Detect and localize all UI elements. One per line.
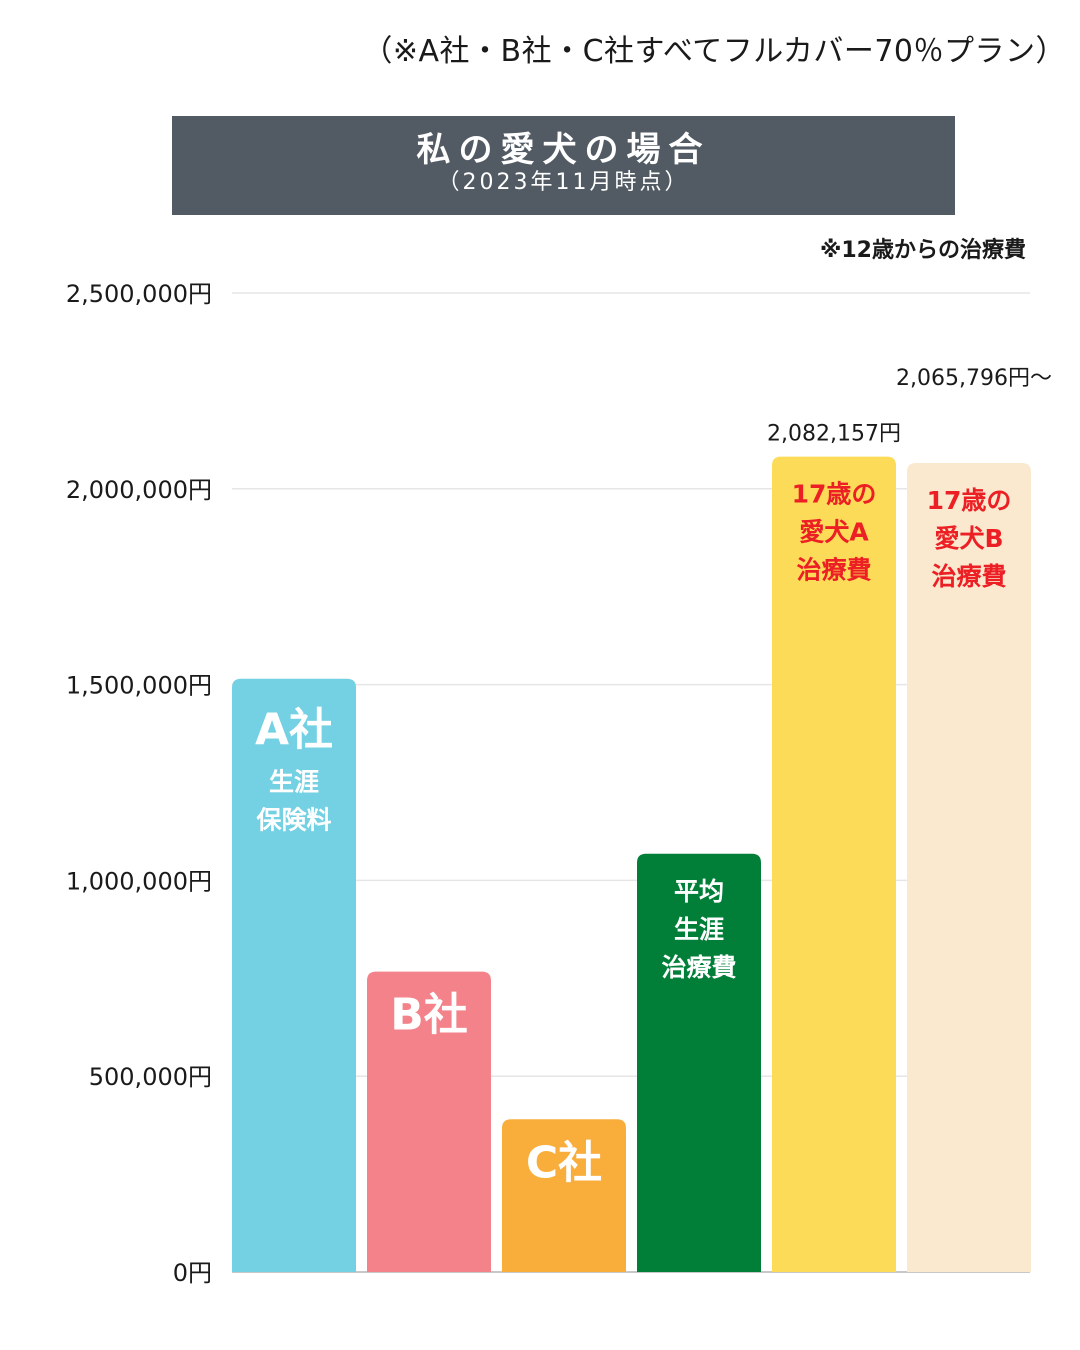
bar-dogA-line: 治療費 <box>796 556 871 585</box>
bar-b-title: B社 <box>390 990 468 1041</box>
y-tick-label: 1,000,000円 <box>66 867 212 895</box>
y-tick-label: 2,000,000円 <box>66 476 212 504</box>
bar-dogB-line: 愛犬B <box>934 524 1003 553</box>
labels-layer: A社生涯保険料B社C社平均生涯治療費17歳の愛犬A治療費2,082,157円17… <box>255 366 1052 1188</box>
bar-dogB-line: 17歳の <box>927 486 1012 515</box>
chart-subtitle: （2023年11月時点） <box>437 170 690 195</box>
title-banner: 私の愛犬の場合 （2023年11月時点） <box>172 116 955 215</box>
y-tick-label: 1,500,000円 <box>66 672 212 700</box>
bar-avg-line: 生涯 <box>674 915 724 944</box>
bar-dogA-value-label: 2,082,157円 <box>767 422 901 447</box>
chart-title: 私の愛犬の場合 <box>416 130 711 170</box>
y-tick-label: 500,000円 <box>89 1063 212 1091</box>
bar-b <box>367 971 491 1272</box>
bar-avg <box>637 853 761 1272</box>
bar-dogB-line: 治療費 <box>931 562 1006 591</box>
bar-avg-line: 治療費 <box>661 953 736 982</box>
grid-layer <box>232 292 1030 1273</box>
bar-dogA-line: 17歳の <box>792 480 877 509</box>
bar-a <box>232 678 356 1272</box>
y-tick-label: 0円 <box>173 1259 212 1287</box>
bar-a-line: 保険料 <box>255 806 331 835</box>
bars-layer <box>232 456 1031 1272</box>
bar-avg-line: 平均 <box>674 877 724 906</box>
bar-c <box>502 1119 626 1272</box>
plan-note: （※A社・B社・C社すべてフルカバー70％プラン） <box>362 34 1066 69</box>
bar-a-title: A社 <box>255 705 333 756</box>
bar-dogB-value-label: 2,065,796円〜 <box>896 366 1052 391</box>
bar-dogB <box>907 463 1031 1272</box>
bar-dogA <box>772 456 896 1272</box>
y-tick-label: 2,500,000円 <box>66 280 212 308</box>
age-note: ※12歳からの治療費 <box>819 238 1026 263</box>
bar-dogA-line: 愛犬A <box>799 518 869 547</box>
bar-a-line: 生涯 <box>269 768 319 797</box>
bar-c-title: C社 <box>526 1137 602 1188</box>
y-axis-ticks: 0円 500,000円 1,000,000円 1,500,000円 2,000,000円… <box>66 280 212 1287</box>
